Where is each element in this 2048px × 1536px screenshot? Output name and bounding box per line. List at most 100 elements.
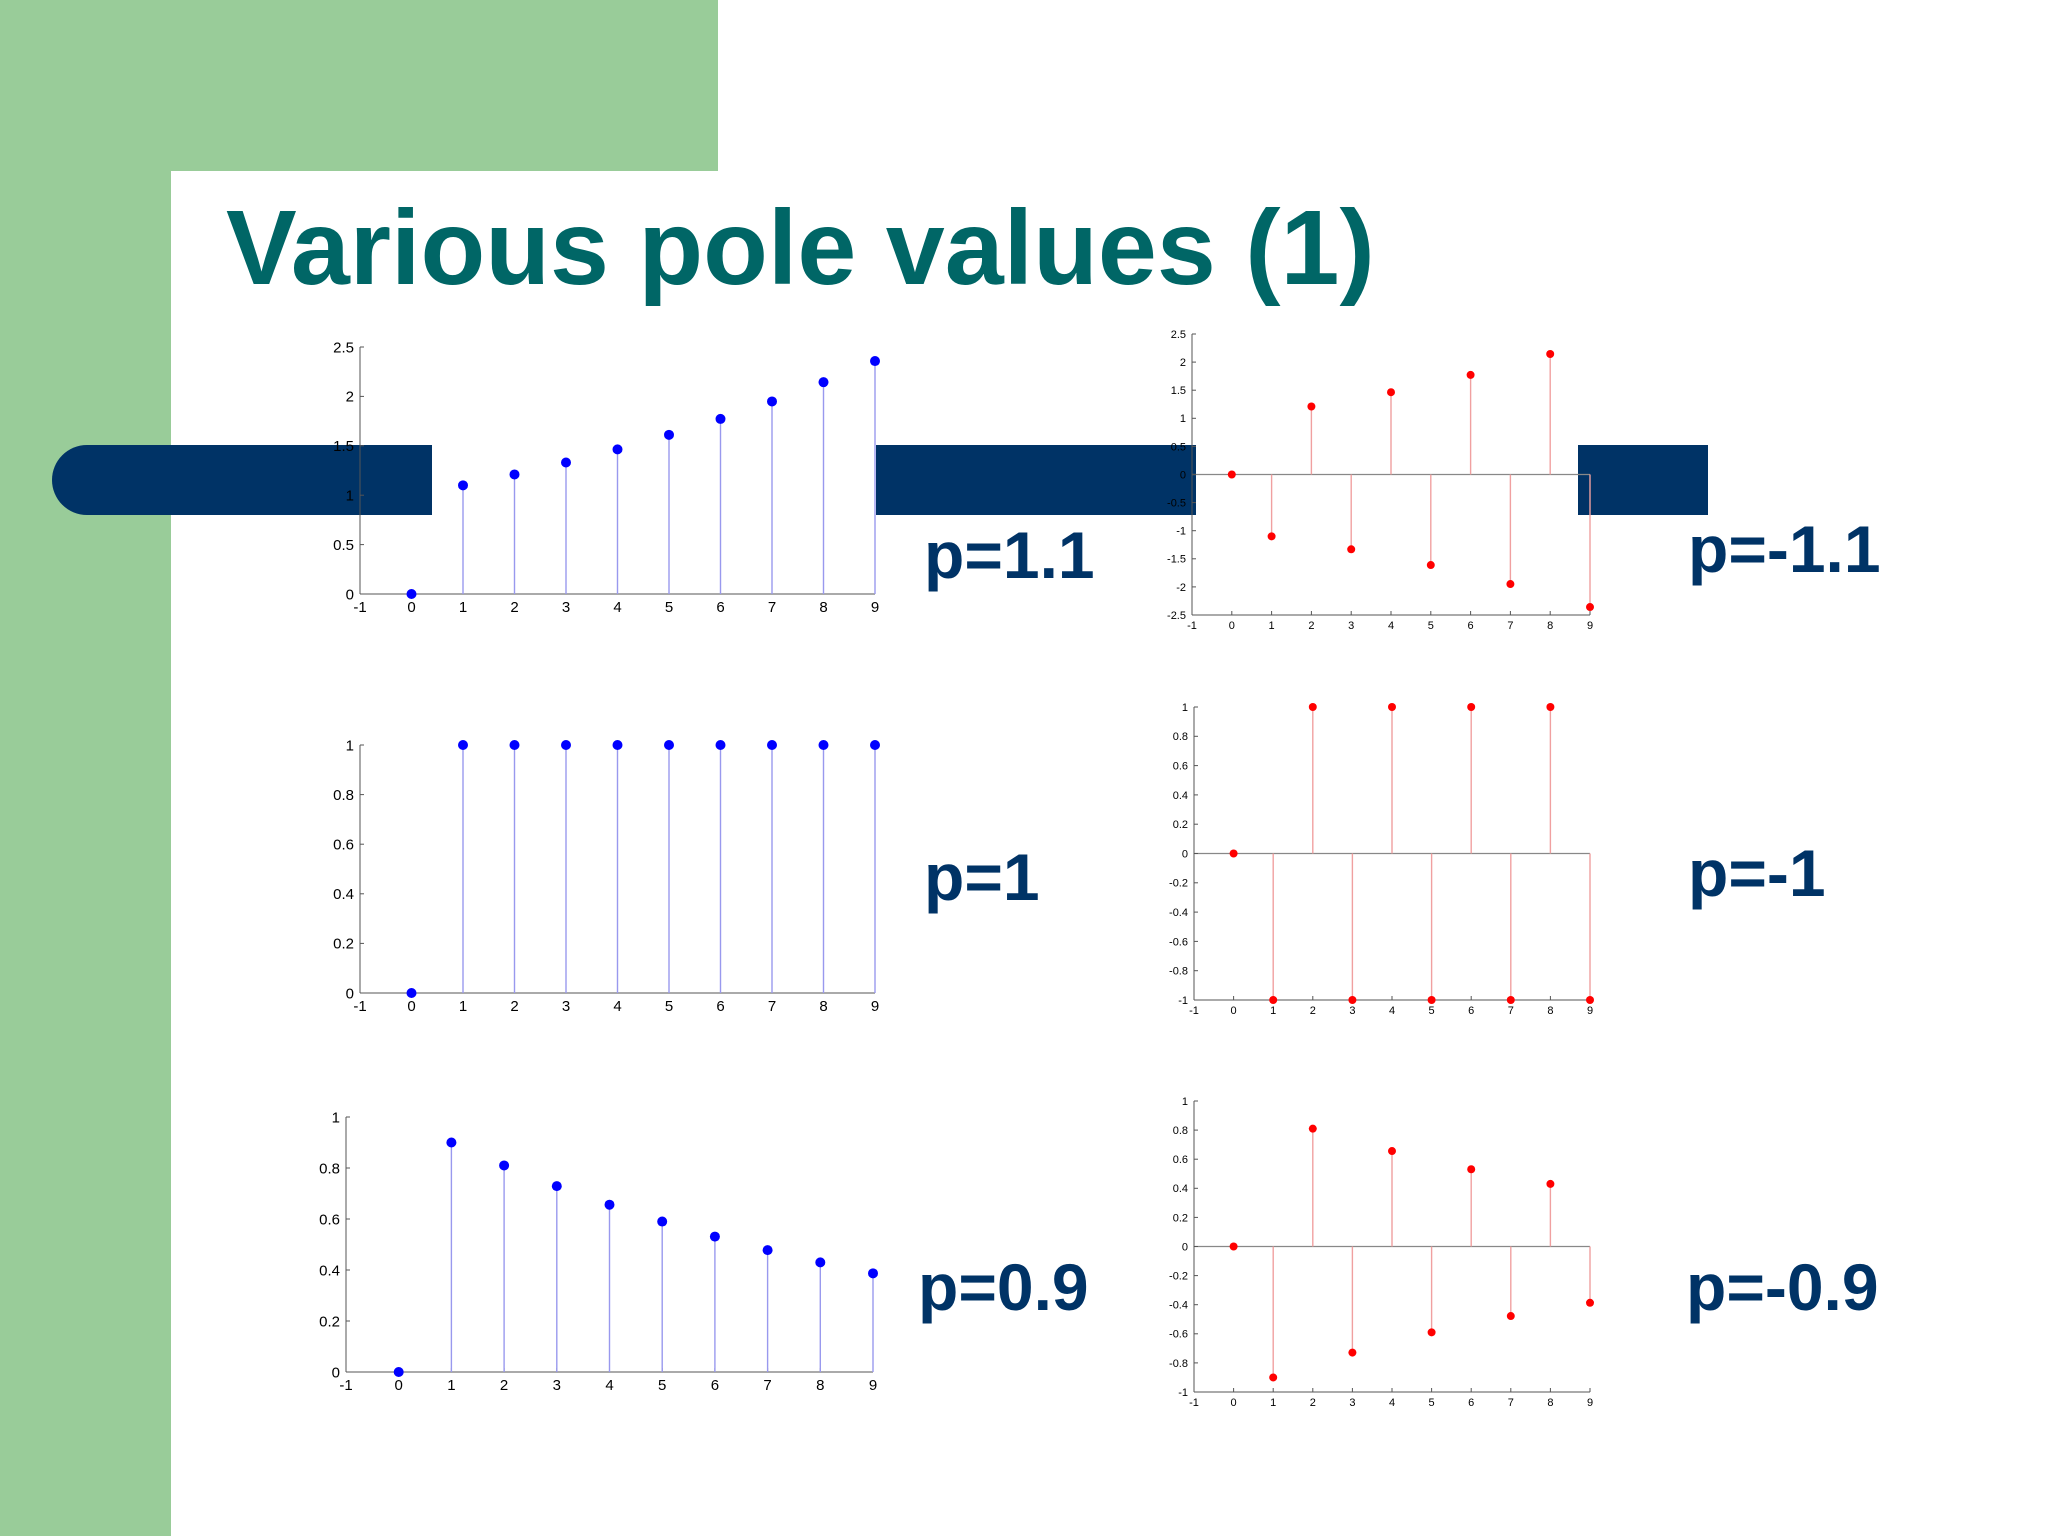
stem-marker [1426,561,1435,570]
x-tick-label: 9 [1587,1005,1593,1017]
x-tick-label: 5 [1429,1397,1435,1409]
stem-marker [767,396,777,407]
y-tick-label: -0.2 [1169,1270,1188,1282]
x-tick-label: 7 [768,599,776,616]
x-tick-label: 8 [816,1377,824,1394]
x-tick-label: -1 [1189,1005,1199,1017]
y-tick-label: 0.4 [1173,790,1188,802]
stem-marker [1308,1124,1317,1133]
y-tick-label: 1 [332,1109,340,1126]
x-tick-label: 3 [1349,1397,1355,1409]
y-tick-label: -0.8 [1169,966,1188,978]
stem-marker [715,413,726,424]
y-tick-label: 2 [1180,357,1186,369]
y-tick-label: 0.6 [1173,1154,1188,1166]
y-tick-label: 0.4 [1173,1183,1188,1195]
x-tick-label: 2 [1308,620,1314,632]
navy-accent-bar-right [1578,445,1708,515]
x-tick-label: 7 [1508,1397,1514,1409]
x-tick-label: 1 [459,599,467,616]
x-tick-label: 4 [1388,620,1394,632]
x-tick-label: 1 [1270,1397,1276,1409]
stem-marker [868,1268,878,1279]
green-top-band [0,0,718,171]
x-tick-label: -1 [1189,1397,1199,1409]
stem-marker [715,740,726,750]
stem-marker [818,740,829,750]
pole-label-p-0-9: p=0.9 [918,1250,1089,1324]
stem-marker [1586,1298,1594,1307]
x-tick-label: 7 [1507,620,1513,632]
stem-marker [664,429,674,440]
stem-marker [1308,703,1317,711]
x-tick-label: 1 [1269,620,1275,632]
x-tick-label: 4 [613,998,621,1015]
y-tick-label: -2 [1176,582,1186,594]
y-tick-label: -1.5 [1167,554,1186,566]
y-tick-label: 0.8 [319,1160,340,1177]
stem-marker [1227,470,1236,479]
stem-marker [1467,703,1476,711]
stem-marker [604,1199,615,1210]
stem-marker [458,480,468,491]
y-tick-label: 0 [1182,1241,1188,1253]
x-tick-label: 4 [1389,1397,1395,1409]
y-tick-label: -0.5 [1167,497,1186,509]
x-tick-label: 9 [1587,620,1593,632]
navy-accent-bar-left [52,445,432,515]
stem-marker [561,740,571,750]
y-tick-label: 2.5 [1171,329,1186,341]
stem-marker [1348,1348,1357,1357]
stem-marker [1229,1242,1238,1251]
stem-marker [870,740,880,750]
x-tick-label: 9 [869,1377,877,1394]
x-tick-label: 6 [1468,620,1474,632]
y-tick-label: 1 [346,737,354,754]
stem-marker [1506,580,1515,589]
y-tick-label: -0.4 [1169,907,1188,919]
stem-marker [1546,1179,1555,1188]
x-tick-label: 8 [1547,1397,1553,1409]
y-tick-label: 0.2 [1173,819,1188,831]
stem-marker [1586,603,1594,612]
x-tick-label: 2 [1310,1397,1316,1409]
stem-marker [664,740,674,750]
x-tick-label: 9 [871,998,879,1015]
stem-marker [509,469,520,480]
stem-marker [499,1160,510,1171]
x-tick-label: 8 [819,998,827,1015]
pole-label-p-1-1: p=1.1 [924,518,1095,592]
stem-marker [815,1257,826,1268]
navy-accent-bar-middle [876,445,1196,515]
y-tick-label: 1 [1182,1096,1188,1108]
stem-marker [1269,996,1278,1004]
stem-marker [1269,1373,1278,1382]
y-tick-label: 0.6 [319,1211,340,1228]
y-tick-label: -1 [1176,526,1186,538]
x-tick-label: 0 [395,1377,403,1394]
stem-marker [561,457,571,468]
y-tick-label: 1 [1180,413,1186,425]
slide-title: Various pole values (1) [226,189,1375,307]
x-tick-label: -1 [1187,620,1197,632]
x-tick-label: 3 [562,998,570,1015]
y-tick-label: 1 [346,487,354,504]
stem-marker [1467,1165,1476,1174]
y-tick-label: -0.8 [1169,1358,1188,1370]
x-tick-label: 7 [1508,1005,1514,1017]
y-tick-label: 0.4 [319,1262,340,1279]
y-tick-label: 0.2 [333,936,354,953]
x-tick-label: 7 [768,998,776,1015]
x-tick-label: 8 [1547,620,1553,632]
pole-label-p-neg-1-1: p=-1.1 [1688,512,1881,586]
x-tick-label: 2 [500,1377,508,1394]
x-tick-label: 8 [819,599,827,616]
stem-marker [1506,1312,1515,1321]
x-tick-label: 1 [447,1377,455,1394]
x-tick-label: 9 [1587,1397,1593,1409]
x-tick-label: 0 [1231,1005,1237,1017]
y-tick-label: -0.4 [1169,1300,1188,1312]
y-tick-label: 1 [1182,702,1188,714]
